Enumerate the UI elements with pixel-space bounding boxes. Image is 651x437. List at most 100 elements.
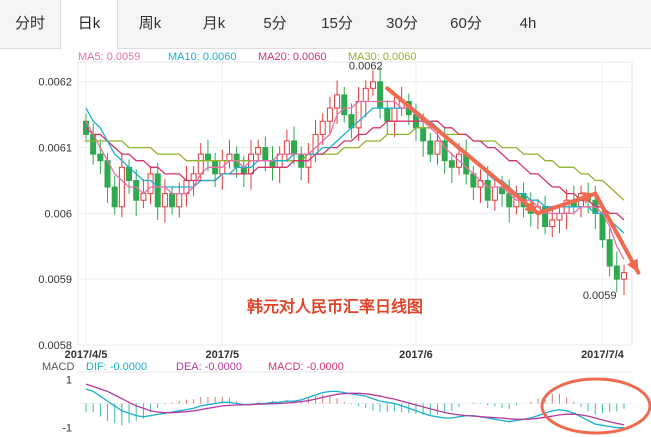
macd-title: MACD: [42, 361, 74, 373]
candle-body: [542, 206, 549, 228]
candle-body: [534, 206, 541, 214]
candle-body: [463, 153, 470, 175]
candle-body: [513, 193, 520, 208]
candle-body: [104, 160, 111, 188]
candle-body: [613, 265, 620, 280]
candle-body: [520, 193, 527, 208]
candle-body: [506, 193, 513, 208]
low-annotation: 0.0059: [583, 290, 617, 302]
candle-body: [212, 160, 219, 175]
candle-body: [434, 140, 441, 155]
macd-highlight-circle: [540, 377, 651, 435]
candle-body: [377, 81, 384, 109]
candle-body: [118, 166, 125, 208]
candle-body: [491, 186, 498, 201]
downtrend-arrow-2-head: [626, 258, 639, 273]
tab-8[interactable]: 4h: [519, 15, 537, 32]
candle-body: [570, 199, 577, 208]
candle-body: [190, 173, 197, 181]
candle-body: [334, 94, 341, 109]
candle-body: [563, 199, 570, 214]
y-tick-label: 0.0058: [38, 340, 72, 352]
ma10-line: [85, 107, 625, 234]
candle-body: [97, 153, 104, 162]
candle-body: [621, 272, 627, 280]
ma-legend-item: MA5: 0.0059: [78, 51, 140, 63]
candle-body: [592, 199, 599, 214]
candle-body: [233, 153, 240, 168]
candle-body: [585, 193, 592, 201]
candle-body: [549, 219, 556, 228]
high-annotation: 0.0062: [349, 61, 383, 73]
y-tick-label: 0.0062: [38, 77, 72, 89]
candle-body: [298, 153, 305, 168]
ma30-line: [86, 127, 625, 201]
dif-line: [85, 388, 624, 429]
macd-tick-label: -1: [62, 423, 72, 435]
candle-body: [240, 166, 247, 175]
candle-body: [384, 107, 391, 122]
candle-body: [456, 153, 463, 168]
tab-5[interactable]: 15分: [321, 15, 353, 32]
tab-7[interactable]: 60分: [450, 15, 482, 32]
candle-body: [527, 206, 534, 214]
candle-body: [140, 193, 147, 201]
candle-body: [484, 179, 491, 201]
chart-watermark: 韩元对人民币汇率日线图: [247, 297, 423, 316]
ma-legend-item: MA20: 0.0060: [258, 51, 327, 63]
period-tab-bar: 分时 日k 周k 月k 5分 15分 30分 60分 4h: [0, 0, 651, 49]
y-tick-label: 0.0059: [38, 274, 72, 286]
tab-3[interactable]: 月k: [202, 15, 226, 32]
macd-legend-item: DIF: -0.0000: [86, 361, 147, 373]
candle-body: [606, 239, 613, 267]
candle-body: [499, 186, 506, 195]
candle-body: [90, 133, 97, 155]
rebound-arrow-head: [581, 191, 596, 204]
candle-body: [219, 160, 226, 175]
tab-1[interactable]: 日k: [60, 0, 118, 49]
candle-body: [126, 166, 133, 181]
tab-6[interactable]: 30分: [386, 15, 418, 32]
tab-2[interactable]: 周k: [138, 15, 162, 32]
candle-body: [226, 153, 233, 162]
dea-line: [85, 383, 625, 426]
y-tick-label: 0.0061: [38, 143, 72, 155]
candle-body: [355, 100, 362, 129]
candle-body: [183, 179, 190, 195]
candle-body: [262, 147, 269, 162]
x-tick-label: 2017/5: [205, 349, 239, 361]
ma-legend-item: MA10: 0.0060: [168, 51, 237, 63]
plot-frame: [77, 61, 633, 346]
candle-body: [133, 179, 140, 201]
candle-body: [470, 173, 477, 188]
candle-body: [577, 193, 584, 208]
tab-4[interactable]: 5分: [263, 15, 287, 32]
candle-body: [204, 153, 211, 162]
candle-body: [276, 153, 283, 168]
candle-body: [197, 153, 204, 175]
x-tick-label: 2017/7/4: [581, 349, 625, 361]
ma5-line: [85, 100, 625, 260]
downtrend-arrow-1-head: [524, 200, 538, 214]
y-tick-label: 0.006: [44, 208, 72, 220]
candle-body: [441, 140, 448, 162]
ma20-line: [85, 120, 625, 221]
tab-0[interactable]: 分时: [14, 15, 45, 32]
candle-body: [305, 153, 312, 168]
candle-body: [83, 120, 89, 135]
candle-body: [255, 147, 262, 155]
x-tick-label: 2017/6: [399, 349, 433, 361]
macd-legend-item: DEA: -0.0000: [176, 361, 242, 373]
candle-body: [312, 133, 319, 155]
candle-body: [341, 94, 348, 116]
candle-body: [599, 212, 606, 241]
x-tick-label: 2017/4/5: [65, 349, 108, 361]
candle-body: [477, 179, 484, 188]
candle-body: [369, 81, 376, 89]
candle-body: [427, 140, 434, 155]
candle-body: [319, 120, 326, 135]
macd-legend-item: MACD: -0.0000: [268, 361, 344, 373]
downtrend-arrow-1: [385, 86, 540, 216]
